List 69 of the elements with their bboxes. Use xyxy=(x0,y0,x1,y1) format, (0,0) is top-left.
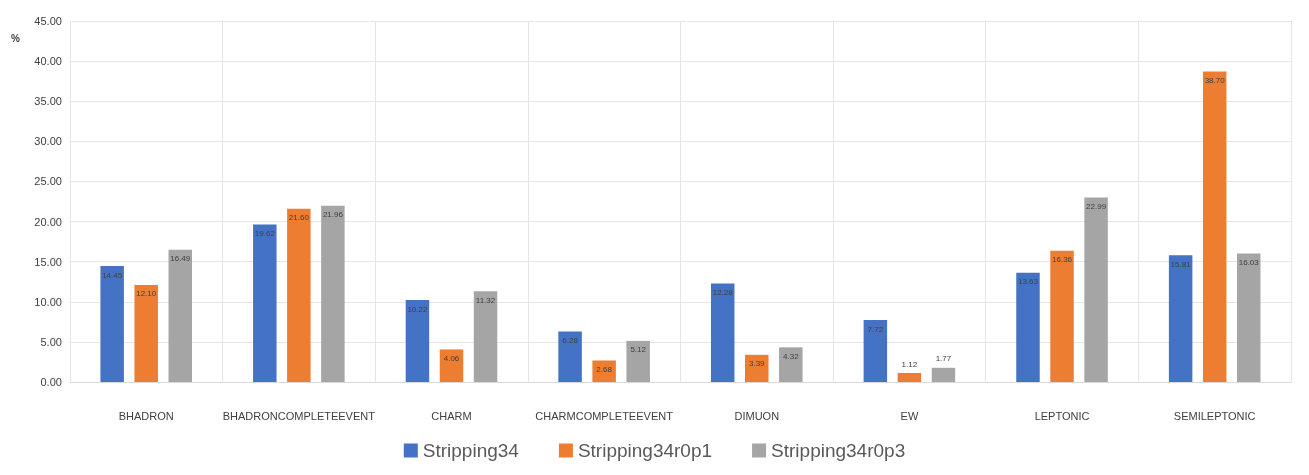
x-tick-label: CHARM xyxy=(431,409,472,422)
x-tick-label: CHARMCOMPLETEEVENT xyxy=(535,409,674,422)
y-tick-label: 10.00 xyxy=(34,295,62,308)
data-label: 1.77 xyxy=(935,354,952,364)
data-label: 13.63 xyxy=(1017,277,1039,287)
bar xyxy=(626,340,650,382)
bar xyxy=(253,224,277,382)
y-tick-label: 40.00 xyxy=(34,55,62,68)
y-tick-label: 25.00 xyxy=(34,175,62,188)
data-label: 6.28 xyxy=(562,336,579,346)
bar xyxy=(473,291,498,382)
data-label: 4.32 xyxy=(783,351,800,361)
data-label: 4.06 xyxy=(443,353,460,363)
bar xyxy=(405,300,430,382)
data-label: 5.12 xyxy=(630,345,647,355)
bar xyxy=(558,331,582,382)
data-label: 22.99 xyxy=(1086,202,1107,212)
data-label: 16.03 xyxy=(1238,257,1260,267)
data-label: 12.28 xyxy=(712,287,734,297)
data-label: 3.39 xyxy=(748,359,766,369)
bar xyxy=(710,283,735,382)
bar xyxy=(287,208,311,382)
bar xyxy=(1236,253,1261,382)
y-tick-label: 45.00 xyxy=(34,15,62,27)
data-label: 16.36 xyxy=(1052,255,1073,265)
legend-label: Stripping34r0p1 xyxy=(577,440,713,461)
bar xyxy=(1050,250,1074,382)
bar xyxy=(1202,71,1227,382)
data-label: 38.70 xyxy=(1204,76,1226,86)
data-label: 10.22 xyxy=(407,304,428,314)
data-label: 14.45 xyxy=(102,270,123,280)
data-label: 16.49 xyxy=(170,254,191,264)
bar xyxy=(1168,255,1193,382)
y-tick-label: 20.00 xyxy=(34,215,62,228)
bar xyxy=(897,373,922,382)
bar xyxy=(321,205,345,382)
y-tick-label: 30.00 xyxy=(34,135,62,148)
data-label: 1.12 xyxy=(901,359,918,369)
data-label: 11.32 xyxy=(475,295,496,305)
legend-label: Stripping34 xyxy=(422,440,520,461)
data-label: 21.60 xyxy=(288,213,310,223)
x-tick-label: EW xyxy=(900,409,919,422)
bar xyxy=(1084,197,1108,382)
bar xyxy=(745,354,769,382)
y-tick-label: 5.00 xyxy=(40,335,62,348)
bar xyxy=(779,347,803,382)
bar xyxy=(439,349,464,382)
bar xyxy=(100,266,124,382)
x-tick-label: LEPTONIC xyxy=(1034,409,1090,422)
bar xyxy=(931,367,956,382)
data-label: 12.10 xyxy=(136,289,157,299)
y-axis-title: % xyxy=(10,32,20,44)
x-tick-label: BHADRON xyxy=(118,409,174,422)
data-label: 15.81 xyxy=(1170,259,1192,269)
data-label: 21.96 xyxy=(322,210,344,220)
data-label: 7.72 xyxy=(867,324,884,334)
x-tick-label: DIMUON xyxy=(734,409,780,422)
bar xyxy=(168,249,192,382)
legend-label: Stripping34r0p3 xyxy=(771,440,906,461)
data-label: 2.68 xyxy=(596,365,613,374)
y-tick-label: 15.00 xyxy=(34,255,62,268)
x-tick-label: SEMILEPTONIC xyxy=(1173,409,1256,422)
y-tick-label: 0.00 xyxy=(40,376,62,388)
bar xyxy=(863,320,888,382)
data-label: 19.62 xyxy=(254,229,276,239)
x-tick-label: BHADRONCOMPLETEEVENT xyxy=(222,409,376,422)
bar xyxy=(1016,272,1040,382)
bar xyxy=(134,284,158,382)
y-tick-label: 35.00 xyxy=(34,95,62,108)
